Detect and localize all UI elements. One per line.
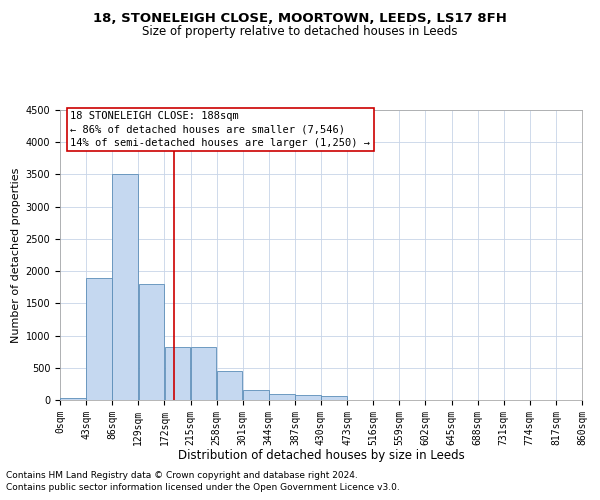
X-axis label: Distribution of detached houses by size in Leeds: Distribution of detached houses by size …: [178, 449, 464, 462]
Y-axis label: Number of detached properties: Number of detached properties: [11, 168, 22, 342]
Text: 18, STONELEIGH CLOSE, MOORTOWN, LEEDS, LS17 8FH: 18, STONELEIGH CLOSE, MOORTOWN, LEEDS, L…: [93, 12, 507, 26]
Text: 18 STONELEIGH CLOSE: 188sqm
← 86% of detached houses are smaller (7,546)
14% of : 18 STONELEIGH CLOSE: 188sqm ← 86% of det…: [70, 112, 370, 148]
Bar: [243, 390, 269, 400]
Bar: [295, 396, 321, 400]
Bar: [112, 174, 138, 400]
Bar: [269, 394, 295, 400]
Bar: [139, 284, 164, 400]
Bar: [191, 347, 217, 400]
Text: Contains HM Land Registry data © Crown copyright and database right 2024.: Contains HM Land Registry data © Crown c…: [6, 470, 358, 480]
Bar: [86, 278, 112, 400]
Text: Size of property relative to detached houses in Leeds: Size of property relative to detached ho…: [142, 25, 458, 38]
Bar: [164, 347, 190, 400]
Bar: [321, 396, 347, 400]
Bar: [60, 398, 86, 400]
Text: Contains public sector information licensed under the Open Government Licence v3: Contains public sector information licen…: [6, 483, 400, 492]
Bar: [217, 371, 242, 400]
